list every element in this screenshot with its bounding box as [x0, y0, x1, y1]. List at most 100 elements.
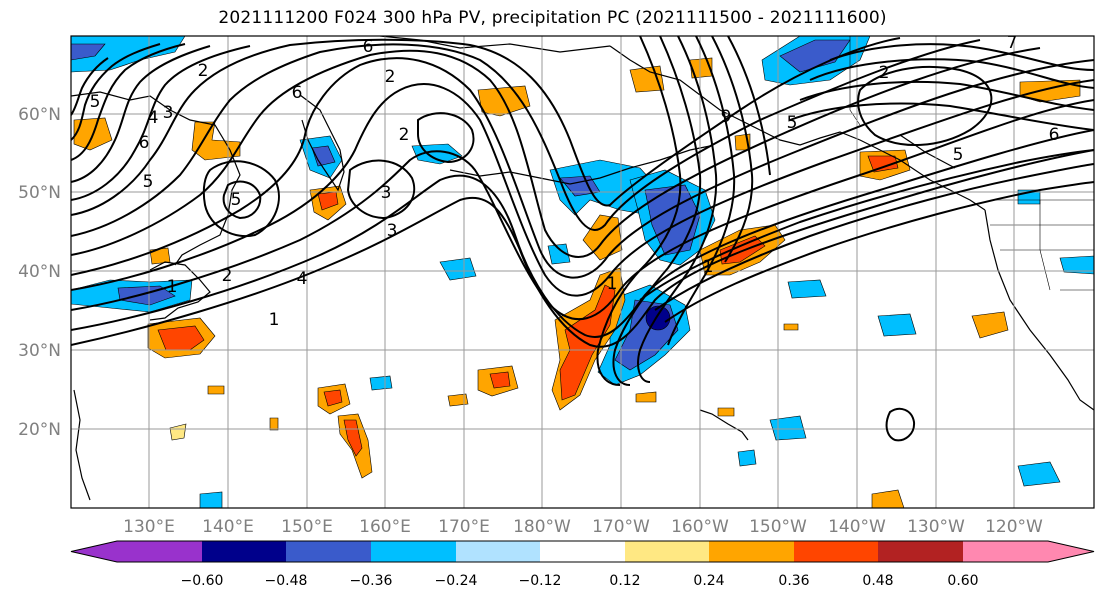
pos-patch-small-9 [783, 323, 799, 331]
neg-patch-low-center [645, 305, 671, 331]
coastline-kamchatka [299, 94, 345, 192]
pos-patch-small-5 [871, 489, 905, 508]
pos-patch-small-6 [635, 391, 657, 403]
pv-contour-gulf-3 [637, 36, 718, 383]
coastline-alaska [609, 45, 986, 211]
coastline-korea-japan [149, 261, 211, 321]
contour-label: 6 [292, 83, 303, 103]
neg-patch-alaska-core [779, 39, 851, 73]
pv-contour-5 [71, 57, 1094, 279]
lon-label: 150°E [281, 517, 333, 537]
lon-label: 150°W [749, 517, 807, 537]
contour-label: 5 [143, 172, 154, 192]
contour-label: 1 [269, 310, 280, 330]
pos-patch-mid [582, 214, 623, 261]
pv-contour-gulf-1 [596, 36, 682, 386]
lon-label: 160°W [671, 517, 729, 537]
contour-label: 1 [167, 277, 178, 297]
colorbar-segment [709, 541, 794, 562]
pv-contour-jet-3 [664, 181, 1094, 323]
colorbar-outline [70, 540, 1095, 563]
colorbar-tick-label: −0.24 [435, 573, 478, 589]
pv-contour-1 [71, 149, 1094, 348]
contour-label: 6 [1049, 125, 1060, 145]
colorbar-tick-label: 0.24 [693, 573, 724, 589]
neg-patch-small-11 [369, 375, 393, 391]
colorbar-extend-min [71, 541, 117, 562]
neg-patch-small-7 [1059, 255, 1094, 275]
coastline-asia-ne [71, 91, 241, 266]
pv-contour-gulf-2 [612, 36, 702, 386]
pos-patch-small-3 [447, 393, 469, 407]
pv-contour-gulf-4 [667, 36, 736, 346]
contour-label: 4 [297, 269, 308, 289]
colorbar-segment [540, 541, 625, 562]
lon-label: 170°E [438, 517, 490, 537]
contour-label: 4 [148, 108, 159, 128]
pos-patch-small-4 [169, 423, 187, 441]
contour-label: 2 [879, 63, 890, 83]
neg-patch-small-4 [877, 313, 917, 337]
colorbar-segment [794, 541, 878, 562]
neg-patch-small-2 [547, 243, 571, 265]
contour-label: 2 [385, 67, 396, 87]
coastline-hawaii [699, 409, 749, 441]
pv-contour-11 [71, 43, 186, 161]
neg-patch-kamchatka-core [311, 145, 336, 167]
contour-label: 9 [721, 107, 732, 127]
lon-label: 140°E [202, 517, 254, 537]
pv-contour-12 [71, 43, 161, 141]
pos-patch-alaska-s2 [689, 57, 713, 79]
neg-patch-japan-core [117, 285, 176, 306]
colorbar-tick-label: −0.60 [181, 573, 224, 589]
longitude-labels: 130°E 140°E 150°E 160°E 170°E 180°W 170°… [123, 517, 1043, 537]
map-frame [70, 35, 1095, 509]
colorbar-ticks: −0.60 −0.48 −0.36 −0.24 −0.12 0.12 0.24 … [181, 573, 979, 589]
contour-label: 2 [222, 266, 233, 286]
contour-label: 5 [90, 92, 101, 112]
neg-patch-small-9 [737, 449, 757, 467]
pv-contour-ne-2 [809, 58, 1094, 89]
contour-label: 3 [387, 221, 398, 241]
contour-label: 5 [231, 190, 242, 210]
pv-contour-kamchatka-inner [222, 180, 262, 220]
colorbar-tick-label: 0.12 [609, 573, 640, 589]
contour-label: 7 [1007, 33, 1018, 53]
pos-patch-small-10 [269, 417, 279, 431]
colorbar-segment [456, 541, 540, 562]
lat-label: 20°N [18, 420, 61, 440]
neg-patch-small-1 [439, 257, 477, 281]
colorbar-tick-label: 0.36 [778, 573, 809, 589]
contour-label: 2 [198, 61, 209, 81]
pv-contour-10 [71, 45, 211, 183]
pv-contour-7 [71, 39, 981, 237]
lon-label: 160°E [359, 517, 411, 537]
lon-label: 170°W [592, 517, 650, 537]
coastline-philippines [73, 389, 91, 501]
pos-patch-small-7 [717, 407, 735, 417]
pos-patch-nw-coast-core [867, 155, 899, 173]
colorbar-tick-label: 0.60 [947, 573, 978, 589]
neg-patch-aleutian-w [411, 143, 463, 165]
pv-contour-ne-4 [789, 102, 1094, 131]
colorbar-segment [286, 541, 371, 562]
contour-label: 2 [399, 125, 410, 145]
pos-patch-small-8 [207, 385, 225, 395]
contour-label: 1 [607, 274, 618, 294]
lat-label: 40°N [18, 262, 61, 282]
colorbar-segment [878, 541, 963, 562]
pv-contour-8 [71, 37, 901, 216]
pv-contour-kamchatka-loop [202, 160, 280, 238]
contour-label: 3 [163, 103, 174, 123]
pv-contour-jet-1 [639, 149, 1094, 301]
contour-label: 6 [363, 37, 374, 57]
colorbar-tick-label: −0.12 [519, 573, 562, 589]
lon-label: 130°W [907, 517, 965, 537]
neg-patch-small-10 [199, 491, 223, 508]
pv-contour-3 [71, 99, 1094, 321]
colorbar-segment [371, 541, 456, 562]
contour-label: 6 [139, 133, 150, 153]
coastline-na-west [984, 209, 1094, 411]
latitude-labels: 60°N 50°N 40°N 30°N 20°N [18, 105, 61, 440]
